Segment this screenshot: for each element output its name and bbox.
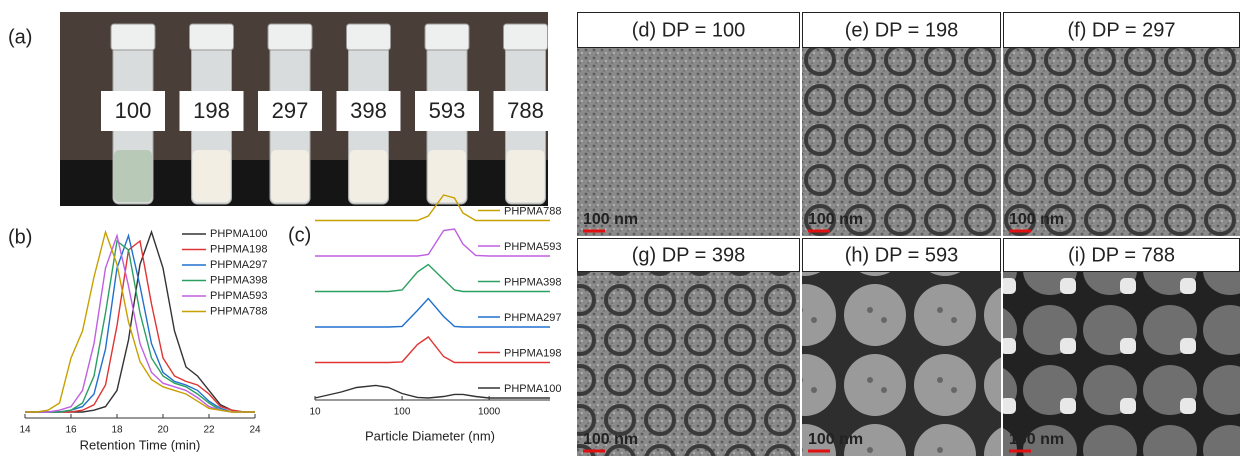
x-tick-label: 14 bbox=[19, 425, 31, 436]
x-tick-label: 100 bbox=[394, 407, 411, 418]
x-axis-title: Retention Time (min) bbox=[80, 437, 201, 452]
vial-liquid bbox=[349, 150, 388, 202]
legend-label: PHPMA788 bbox=[504, 205, 561, 217]
x-tick-label: 1000 bbox=[478, 407, 501, 418]
vial-label-box bbox=[493, 91, 558, 131]
vial-cap bbox=[424, 23, 470, 51]
vial-liquid bbox=[506, 150, 545, 202]
tem-title-box bbox=[577, 238, 800, 272]
vial-label-box bbox=[258, 91, 322, 131]
legend-label: PHPMA198 bbox=[504, 347, 561, 359]
legend-label: PHPMA100 bbox=[504, 383, 561, 395]
tem-title: (d) DP = 100 bbox=[632, 19, 746, 41]
vial-label-box bbox=[101, 91, 165, 131]
scale-label: 100 nm bbox=[808, 431, 863, 448]
tem-image bbox=[802, 272, 1001, 456]
vial-cap bbox=[189, 23, 234, 51]
vial-label: 198 bbox=[193, 98, 230, 123]
vial-liquid bbox=[271, 150, 309, 202]
legend-label: PHPMA593 bbox=[504, 241, 561, 253]
tem-title-box bbox=[577, 12, 800, 48]
legend-label: PHPMA297 bbox=[210, 259, 267, 271]
tem-title-box bbox=[1003, 12, 1240, 48]
vial-liquid bbox=[114, 150, 152, 202]
panel-label: (c) bbox=[288, 224, 311, 246]
series-line bbox=[315, 194, 550, 222]
scale-label: 100 nm bbox=[1009, 431, 1064, 448]
panel-label: (a) bbox=[8, 26, 32, 48]
tem-title: (i) DP = 788 bbox=[1068, 244, 1175, 266]
vial-label: 398 bbox=[350, 98, 387, 123]
series-line bbox=[25, 229, 255, 413]
tem-image bbox=[802, 48, 1001, 236]
vial-label-box bbox=[179, 91, 244, 131]
legend-label: PHPMA297 bbox=[504, 312, 561, 324]
vial-label-box bbox=[415, 91, 479, 131]
vial-cap bbox=[267, 23, 313, 51]
series-line bbox=[315, 263, 550, 293]
series-line bbox=[25, 239, 255, 413]
x-tick-label: 20 bbox=[157, 425, 169, 436]
series-line bbox=[315, 228, 550, 257]
tem-title: (e) DP = 198 bbox=[845, 19, 959, 41]
vial-cap bbox=[110, 23, 156, 51]
vial-label: 788 bbox=[507, 98, 544, 123]
vial-label: 100 bbox=[115, 98, 152, 123]
tem-title: (g) DP = 398 bbox=[632, 244, 746, 266]
series-line bbox=[314, 384, 550, 399]
x-tick-label: 18 bbox=[111, 425, 123, 436]
legend-label: PHPMA398 bbox=[504, 276, 561, 288]
x-tick-label: 22 bbox=[203, 425, 215, 436]
x-tick-label: 10 bbox=[309, 407, 321, 418]
tem-image bbox=[577, 48, 800, 236]
series-line bbox=[315, 297, 550, 328]
tem-title-box bbox=[802, 238, 1001, 272]
legend-label: PHPMA788 bbox=[210, 305, 267, 317]
tem-image bbox=[1003, 48, 1240, 236]
tem-title: (f) DP = 297 bbox=[1067, 19, 1175, 41]
scale-label: 100 nm bbox=[808, 211, 863, 228]
scale-label: 100 nm bbox=[583, 431, 638, 448]
vial-label: 593 bbox=[429, 98, 466, 123]
vial-liquid bbox=[428, 150, 466, 202]
x-tick-label: 24 bbox=[249, 425, 261, 436]
vial-label: 297 bbox=[272, 98, 309, 123]
x-tick-label: 16 bbox=[65, 425, 77, 436]
tem-title-box bbox=[802, 12, 1001, 48]
scale-label: 100 nm bbox=[1009, 211, 1064, 228]
tem-image bbox=[577, 272, 800, 456]
tem-image bbox=[1003, 272, 1240, 456]
series-line bbox=[315, 336, 550, 364]
vial-cap bbox=[346, 23, 391, 51]
legend-label: PHPMA100 bbox=[210, 228, 267, 240]
tem-title-box bbox=[1003, 238, 1240, 272]
tem-title: (h) DP = 593 bbox=[845, 244, 959, 266]
vial-liquid bbox=[192, 150, 231, 202]
scale-label: 100 nm bbox=[583, 211, 638, 228]
legend-label: PHPMA398 bbox=[210, 274, 267, 286]
x-axis-title: Particle Diameter (nm) bbox=[365, 428, 495, 443]
panel-label: (b) bbox=[8, 226, 32, 248]
legend-label: PHPMA593 bbox=[210, 290, 267, 302]
legend-label: PHPMA198 bbox=[210, 243, 267, 255]
vial-cap bbox=[503, 23, 548, 51]
vial-label-box bbox=[336, 91, 401, 131]
